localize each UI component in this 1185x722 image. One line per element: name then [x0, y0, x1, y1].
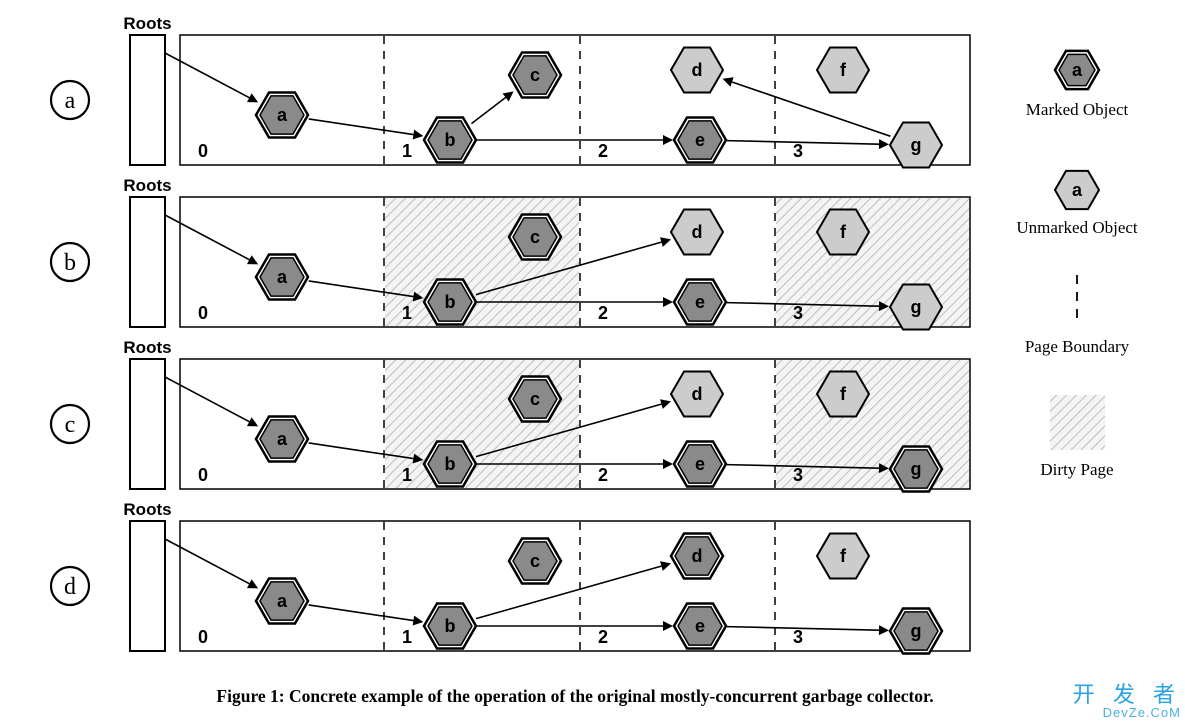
svg-text:3: 3: [793, 303, 803, 323]
svg-text:f: f: [840, 222, 847, 242]
svg-text:c: c: [530, 389, 540, 409]
svg-text:d: d: [692, 384, 703, 404]
svg-text:a: a: [277, 429, 288, 449]
svg-text:Roots: Roots: [123, 500, 171, 519]
svg-text:b: b: [64, 250, 76, 276]
svg-text:a: a: [1072, 180, 1083, 200]
row-d: Roots 0 1 2 3 d a b c d e f g: [51, 500, 970, 654]
svg-text:Page Boundary: Page Boundary: [1025, 337, 1130, 356]
svg-text:c: c: [530, 65, 540, 85]
svg-text:c: c: [530, 551, 540, 571]
svg-text:a: a: [65, 88, 76, 114]
legend: a Marked Object a Unmarked Object Page Bound…: [1016, 51, 1138, 479]
svg-text:3: 3: [793, 141, 803, 161]
row-c: Roots 0 1 2 3 c a b c d e f g: [51, 338, 970, 492]
svg-text:f: f: [840, 384, 847, 404]
svg-text:2: 2: [598, 303, 608, 323]
row-a: Roots 0 1 2 3 a a b c d e f g: [51, 14, 970, 168]
svg-text:0: 0: [198, 141, 208, 161]
svg-text:e: e: [695, 130, 705, 150]
svg-text:Unmarked Object: Unmarked Object: [1016, 218, 1138, 237]
svg-text:a: a: [277, 105, 288, 125]
svg-text:2: 2: [598, 465, 608, 485]
svg-text:g: g: [911, 297, 922, 317]
svg-text:0: 0: [198, 303, 208, 323]
svg-text:Roots: Roots: [123, 176, 171, 195]
row-b: Roots 0 1 2 3 b a b c d e f g: [51, 176, 970, 330]
svg-text:1: 1: [402, 141, 412, 161]
svg-text:e: e: [695, 454, 705, 474]
svg-text:d: d: [692, 546, 703, 566]
svg-text:e: e: [695, 292, 705, 312]
svg-text:0: 0: [198, 465, 208, 485]
svg-text:Dirty Page: Dirty Page: [1040, 460, 1113, 479]
svg-text:g: g: [911, 459, 922, 479]
svg-text:b: b: [445, 454, 456, 474]
svg-text:3: 3: [793, 627, 803, 647]
svg-text:2: 2: [598, 141, 608, 161]
svg-text:b: b: [445, 130, 456, 150]
svg-text:0: 0: [198, 627, 208, 647]
svg-text:3: 3: [793, 465, 803, 485]
svg-text:1: 1: [402, 465, 412, 485]
svg-text:1: 1: [402, 303, 412, 323]
svg-text:g: g: [911, 621, 922, 641]
svg-text:f: f: [840, 546, 847, 566]
svg-text:2: 2: [598, 627, 608, 647]
svg-text:a: a: [277, 267, 288, 287]
svg-text:b: b: [445, 616, 456, 636]
svg-text:a: a: [1072, 60, 1083, 80]
svg-text:b: b: [445, 292, 456, 312]
svg-text:1: 1: [402, 627, 412, 647]
svg-text:Roots: Roots: [123, 338, 171, 357]
diagram-svg: Roots 0 1 2 3 a a b c d e f g Roots 0 1 2 3 b a b c d e f g Roots 0…: [0, 0, 1185, 722]
svg-text:g: g: [911, 135, 922, 155]
svg-text:Marked Object: Marked Object: [1026, 100, 1129, 119]
svg-text:Figure 1: Concrete example of: Figure 1: Concrete example of the operat…: [216, 686, 933, 706]
svg-text:Roots: Roots: [123, 14, 171, 33]
svg-text:e: e: [695, 616, 705, 636]
svg-text:d: d: [692, 60, 703, 80]
svg-text:d: d: [692, 222, 703, 242]
svg-text:d: d: [64, 574, 76, 600]
svg-text:c: c: [65, 412, 76, 438]
svg-text:f: f: [840, 60, 847, 80]
svg-text:a: a: [277, 591, 288, 611]
svg-text:c: c: [530, 227, 540, 247]
